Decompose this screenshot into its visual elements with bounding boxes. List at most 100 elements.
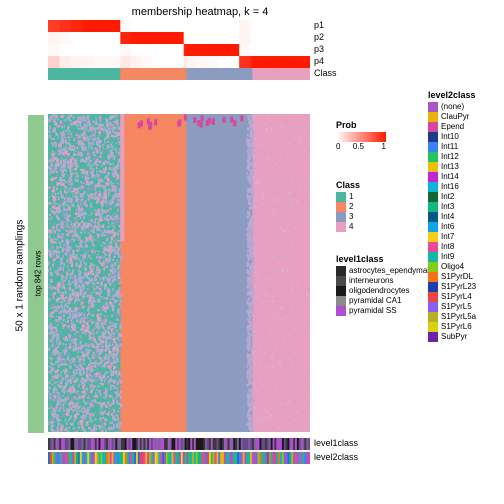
legend-swatch bbox=[428, 292, 438, 302]
legend-swatch bbox=[428, 162, 438, 172]
panel-p4 bbox=[48, 56, 310, 68]
legend-swatch bbox=[428, 142, 438, 152]
legend-label: oligodendrocytes bbox=[349, 286, 409, 296]
legend-swatch bbox=[428, 202, 438, 212]
panel-p3 bbox=[48, 44, 310, 56]
legend-swatch bbox=[428, 132, 438, 142]
legend-swatch bbox=[428, 102, 438, 112]
legend-swatch bbox=[428, 182, 438, 192]
legend-label: S1PyrL5a bbox=[441, 312, 476, 322]
legend-label: 4 bbox=[349, 222, 353, 232]
prob-gradient-ticks: 1 0.5 0 bbox=[336, 142, 386, 154]
legend-item: Int8 bbox=[428, 242, 476, 252]
panel-level1class bbox=[48, 438, 310, 450]
panel-label-p1: p1 bbox=[314, 20, 324, 30]
legend-item: Int16 bbox=[428, 182, 476, 192]
legend-swatch bbox=[428, 242, 438, 252]
legend-item: Int14 bbox=[428, 172, 476, 182]
legend-label: Int4 bbox=[441, 212, 454, 222]
legend-label: Int14 bbox=[441, 172, 459, 182]
legend-swatch bbox=[428, 232, 438, 242]
panel-label-p3: p3 bbox=[314, 44, 324, 54]
legend-item: Int4 bbox=[428, 212, 476, 222]
legend-item: S1PyrL23 bbox=[428, 282, 476, 292]
legend-item: Int3 bbox=[428, 202, 476, 212]
legend-item: Int13 bbox=[428, 162, 476, 172]
prob-gradient-bar bbox=[336, 132, 386, 142]
legend-item: 3 bbox=[336, 212, 360, 222]
legend-swatch bbox=[428, 282, 438, 292]
panel-label-level1class: level1class bbox=[314, 438, 358, 448]
legend-label: Int3 bbox=[441, 202, 454, 212]
legend-swatch bbox=[428, 322, 438, 332]
legend-swatch bbox=[336, 296, 346, 306]
legend-label: Epend bbox=[441, 122, 464, 132]
legend-item: S1PyrL6 bbox=[428, 322, 476, 332]
y-axis-label: 50 x 1 random samplings bbox=[15, 216, 26, 336]
legend-swatch bbox=[428, 122, 438, 132]
legend-label: Oligo4 bbox=[441, 262, 464, 272]
legend-title: level2class bbox=[428, 90, 476, 100]
legend-item: Int9 bbox=[428, 252, 476, 262]
legend-swatch bbox=[428, 262, 438, 272]
legend-title: Class bbox=[336, 180, 360, 190]
panel-p2 bbox=[48, 32, 310, 44]
legend-swatch bbox=[428, 212, 438, 222]
legend-swatch bbox=[336, 286, 346, 296]
legend-item: S1PyrL4 bbox=[428, 292, 476, 302]
legend-label: S1PyrDL bbox=[441, 272, 473, 282]
legend-item: Int11 bbox=[428, 142, 476, 152]
legend-swatch bbox=[336, 212, 346, 222]
legend-label: Int11 bbox=[441, 142, 458, 152]
legend-item: Int10 bbox=[428, 132, 476, 142]
legend-item: 1 bbox=[336, 192, 360, 202]
legend-item: pyramidal CA1 bbox=[336, 296, 429, 306]
legend-item: (none) bbox=[428, 102, 476, 112]
legend-swatch bbox=[428, 252, 438, 262]
legend-title: level1class bbox=[336, 254, 429, 264]
legend-level2: level2class(none)ClauPyrEpendInt10Int11I… bbox=[428, 90, 476, 342]
legend-item: S1PyrL5 bbox=[428, 302, 476, 312]
legend-label: S1PyrL23 bbox=[441, 282, 476, 292]
legend-item: S1PyrDL bbox=[428, 272, 476, 282]
legend-label: Int9 bbox=[441, 252, 454, 262]
legend-class: Class1234 bbox=[336, 180, 360, 232]
legend-swatch bbox=[428, 332, 438, 342]
panel-level2class bbox=[48, 452, 310, 464]
panel-label-level2class: level2class bbox=[314, 452, 358, 462]
legend-item: pyramidal SS bbox=[336, 306, 429, 316]
legend-swatch bbox=[428, 302, 438, 312]
legend-swatch bbox=[428, 192, 438, 202]
legend-label: SubPyr bbox=[441, 332, 467, 342]
legend-label: Int16 bbox=[441, 182, 459, 192]
legend-item: oligodendrocytes bbox=[336, 286, 429, 296]
panel-label-p2: p2 bbox=[314, 32, 324, 42]
legend-label: Int12 bbox=[441, 152, 459, 162]
legend-label: S1PyrL4 bbox=[441, 292, 472, 302]
legend-label: Int2 bbox=[441, 192, 454, 202]
legend-swatch bbox=[428, 112, 438, 122]
legend-swatch bbox=[428, 272, 438, 282]
legend-swatch bbox=[336, 266, 346, 276]
legend-label: Int7 bbox=[441, 232, 454, 242]
sidebar-label: top 842 rows bbox=[34, 234, 43, 314]
chart-title: membership heatmap, k = 4 bbox=[100, 6, 300, 18]
legend-item: astrocytes_ependymal bbox=[336, 266, 429, 276]
legend-item: SubPyr bbox=[428, 332, 476, 342]
panel-label-Class: Class bbox=[314, 68, 337, 78]
legend-swatch bbox=[428, 312, 438, 322]
legend-label: Int6 bbox=[441, 222, 454, 232]
legend-swatch bbox=[428, 222, 438, 232]
legend-item: 4 bbox=[336, 222, 360, 232]
legend-item: ClauPyr bbox=[428, 112, 476, 122]
legend-item: Epend bbox=[428, 122, 476, 132]
legend-level1: level1classastrocytes_ependymalinterneur… bbox=[336, 254, 429, 316]
legend-label: astrocytes_ependymal bbox=[349, 266, 429, 276]
legend-label: Int8 bbox=[441, 242, 454, 252]
legend-item: Int2 bbox=[428, 192, 476, 202]
legend-label: Int10 bbox=[441, 132, 459, 142]
legend-label: Int13 bbox=[441, 162, 459, 172]
legend-swatch bbox=[428, 152, 438, 162]
legend-label: S1PyrL5 bbox=[441, 302, 472, 312]
legend-label: pyramidal CA1 bbox=[349, 296, 401, 306]
